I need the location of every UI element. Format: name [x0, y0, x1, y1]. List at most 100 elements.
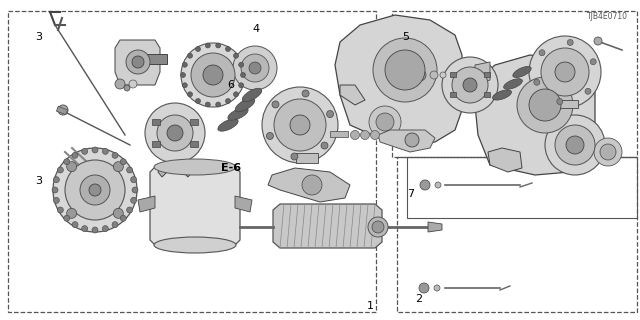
Circle shape	[92, 147, 98, 153]
Circle shape	[82, 226, 88, 232]
Ellipse shape	[228, 108, 248, 120]
Polygon shape	[158, 162, 192, 177]
Polygon shape	[115, 40, 160, 85]
Text: 5: 5	[402, 32, 409, 42]
Circle shape	[376, 113, 394, 131]
Circle shape	[272, 101, 279, 108]
Circle shape	[233, 46, 277, 90]
Circle shape	[590, 59, 596, 65]
Circle shape	[115, 79, 125, 89]
Bar	[152, 141, 160, 147]
Circle shape	[405, 133, 419, 147]
Circle shape	[53, 197, 60, 203]
Circle shape	[594, 37, 602, 45]
Bar	[296, 153, 318, 163]
Circle shape	[72, 222, 78, 228]
Circle shape	[182, 83, 188, 88]
Circle shape	[53, 177, 60, 183]
Text: 2: 2	[415, 294, 422, 304]
Circle shape	[373, 38, 437, 102]
Circle shape	[112, 222, 118, 228]
Circle shape	[89, 184, 101, 196]
Circle shape	[126, 50, 150, 74]
Circle shape	[529, 89, 561, 121]
Circle shape	[67, 162, 77, 172]
Polygon shape	[475, 62, 490, 85]
Circle shape	[241, 54, 269, 82]
Circle shape	[120, 159, 126, 165]
Circle shape	[266, 132, 273, 140]
Circle shape	[555, 125, 595, 165]
Circle shape	[112, 152, 118, 158]
Circle shape	[102, 148, 108, 154]
Circle shape	[321, 142, 328, 149]
Circle shape	[216, 102, 221, 107]
Circle shape	[58, 105, 68, 115]
Circle shape	[167, 125, 183, 141]
Text: 4: 4	[253, 24, 260, 34]
Circle shape	[567, 39, 573, 45]
Circle shape	[58, 167, 63, 173]
FancyBboxPatch shape	[145, 54, 167, 64]
Circle shape	[239, 83, 244, 88]
Bar	[56, 107, 68, 115]
Polygon shape	[235, 196, 252, 212]
Polygon shape	[335, 15, 462, 145]
Circle shape	[420, 180, 430, 190]
Circle shape	[414, 69, 426, 81]
Text: TJB4E0710: TJB4E0710	[587, 12, 628, 21]
Circle shape	[205, 102, 211, 107]
Circle shape	[180, 73, 186, 77]
Ellipse shape	[513, 67, 531, 77]
Circle shape	[369, 106, 401, 138]
Circle shape	[132, 187, 138, 193]
Circle shape	[360, 131, 369, 140]
Circle shape	[64, 159, 70, 165]
Circle shape	[58, 207, 63, 213]
Circle shape	[129, 80, 137, 88]
Circle shape	[113, 208, 124, 218]
Circle shape	[234, 92, 239, 97]
Ellipse shape	[218, 119, 238, 131]
Circle shape	[157, 115, 193, 151]
Circle shape	[131, 197, 136, 203]
Circle shape	[557, 99, 563, 105]
Ellipse shape	[154, 237, 236, 253]
Circle shape	[545, 115, 605, 175]
Circle shape	[434, 285, 440, 291]
Circle shape	[64, 215, 70, 221]
Circle shape	[72, 152, 78, 158]
Polygon shape	[428, 222, 442, 232]
Circle shape	[274, 99, 326, 151]
Bar	[450, 72, 456, 77]
Circle shape	[555, 62, 575, 82]
Circle shape	[181, 43, 245, 107]
Polygon shape	[268, 168, 350, 202]
Ellipse shape	[242, 88, 262, 102]
Circle shape	[131, 177, 136, 183]
Circle shape	[430, 71, 438, 79]
Circle shape	[188, 92, 193, 97]
Circle shape	[419, 283, 429, 293]
Circle shape	[290, 115, 310, 135]
Circle shape	[52, 187, 58, 193]
Circle shape	[225, 46, 230, 52]
Circle shape	[452, 67, 488, 103]
Circle shape	[594, 138, 622, 166]
Text: 1: 1	[367, 300, 374, 311]
Polygon shape	[150, 167, 240, 245]
Circle shape	[188, 53, 193, 58]
Circle shape	[124, 85, 130, 91]
Circle shape	[351, 131, 360, 140]
Polygon shape	[340, 85, 365, 105]
Circle shape	[132, 56, 144, 68]
Circle shape	[120, 215, 126, 221]
Circle shape	[92, 227, 98, 233]
Circle shape	[203, 65, 223, 85]
Circle shape	[585, 88, 591, 94]
Bar	[484, 92, 490, 97]
Text: 6: 6	[227, 80, 234, 90]
Circle shape	[249, 62, 261, 74]
Text: 7: 7	[407, 188, 414, 199]
Bar	[190, 141, 198, 147]
